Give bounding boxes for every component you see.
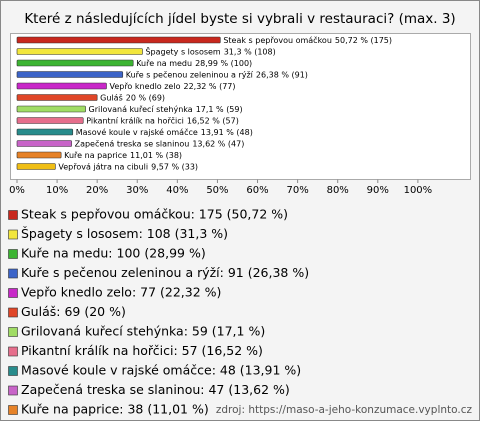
legend-label: Vepřo knedlo zelo: 77 (22,32 %) (21, 285, 221, 300)
x-tick-label: 10% (46, 185, 68, 196)
bar-category: Pikantní králík na hořčici (86, 115, 184, 125)
bar-value-label: 13,91 % (48) (201, 128, 253, 137)
bar-category: Steak s pepřovou omáčkou (223, 35, 332, 45)
legend-label: Kuře na paprice: 38 (11,01 %) (21, 402, 209, 417)
chart-title: Které z následujících jídel byste si vyb… (24, 11, 455, 27)
bar-label: Vepřová játra na cibuli 9,57 % (33) (58, 162, 198, 171)
bar-label: Pikantní králík na hořčici 16,52 % (57) (86, 115, 239, 125)
bar (16, 36, 221, 44)
x-tick-label: 90% (367, 185, 389, 196)
bar-label: Špagety s lososem 31,3 % (108) (145, 45, 275, 56)
bar-category: Špagety s lososem (145, 45, 220, 56)
bar-value-label: 26,38 % (91) (256, 70, 308, 79)
bar (16, 105, 86, 113)
bar-value-label: 17,1 % (59) (196, 105, 243, 114)
legend-label: Guláš: 69 (20 %) (21, 304, 126, 319)
bar-category: Kuře na paprice (64, 151, 127, 160)
bar-label: Kuře na paprice 11,01 % (38) (64, 151, 182, 160)
legend-swatch (8, 268, 18, 279)
bar-category: Grilovaná kuřecí stehýnka (89, 105, 193, 114)
bar-category: Masové koule v rajské omáčce (76, 127, 198, 137)
bar-value-label: 13,62 % (47) (192, 139, 244, 148)
legend-swatch (8, 346, 18, 357)
bar-label: Kuře s pečenou zeleninou a rýží 26,38 % (… (126, 69, 308, 79)
bar-category: Zapečená treska se slaninou (75, 138, 190, 148)
bar-label: Masové koule v rajské omáčce 13,91 % (48) (76, 127, 253, 137)
x-tick-label: 20% (86, 185, 108, 196)
x-tick-label: 0% (9, 185, 25, 196)
legend-swatch (8, 405, 18, 415)
legend-swatch (8, 288, 18, 298)
bar-category: Vepřová játra na cibuli (58, 162, 148, 171)
bar-value-label: 20 % (69) (126, 93, 165, 102)
bar (16, 48, 143, 55)
bar-label: Vepřo knedlo zelo 22,32 % (77) (109, 82, 235, 91)
bar-category: Kuře s pečenou zeleninou a rýží (126, 69, 254, 79)
bar-value-label: 16,52 % (57) (187, 116, 239, 125)
x-tick-label: 30% (126, 185, 148, 196)
legend-label: Špagety s lososem: 108 (31,3 %) (21, 226, 228, 241)
legend-label: Kuře s pečenou zeleninou a rýží: 91 (26,… (21, 265, 309, 280)
bar (16, 82, 107, 90)
bar-value-label: 31,3 % (108) (224, 47, 276, 56)
legend-label: Pikantní králík na hořčici: 57 (16,52 %) (21, 343, 263, 358)
legend-label: Masové koule v rajské omáčce: 48 (13,91 … (21, 363, 301, 378)
bar (16, 128, 74, 136)
bar-label: Guláš 20 % (69) (100, 92, 165, 102)
source: zdroj: https://maso-a-jeho-konzumace.vyp… (216, 404, 473, 416)
x-tick-label: 50% (206, 185, 228, 196)
bar-category: Guláš (100, 92, 123, 102)
x-tick-label: 70% (287, 185, 309, 196)
x-tick-label: 60% (246, 185, 268, 196)
bar-label: Grilovaná kuřecí stehýnka 17,1 % (59) (89, 105, 243, 114)
legend-swatch (8, 385, 18, 396)
legend-swatch (8, 327, 18, 337)
bar (16, 151, 62, 159)
bar-value-label: 9,57 % (33) (151, 162, 198, 171)
legend-swatch (8, 307, 18, 318)
x-tick-label: 40% (166, 185, 188, 196)
legend-label: Steak s pepřovou omáčkou: 175 (50,72 %) (21, 207, 288, 222)
bar-label: Kuře na medu 28,99 % (100) (136, 59, 252, 68)
bar (16, 59, 134, 67)
legend-label: Grilovaná kuřecí stehýnka: 59 (17,1 %) (21, 324, 265, 339)
x-tick-label: 100% (404, 185, 433, 196)
bar (16, 117, 84, 124)
legend-label: Kuře na medu: 100 (28,99 %) (21, 246, 206, 261)
bar-category: Vepřo knedlo zelo (109, 82, 180, 91)
bar-category: Kuře na medu (136, 59, 192, 68)
legend-label: Zapečená treska se slaninou: 47 (13,62 %… (21, 382, 290, 397)
bar (16, 163, 56, 170)
bar (16, 94, 98, 101)
legend-swatch (8, 366, 18, 376)
bar-label: Zapečená treska se slaninou 13,62 % (47) (75, 138, 245, 148)
bar-label: Steak s pepřovou omáčkou 50,72 % (175) (223, 35, 392, 45)
x-tick-label: 80% (327, 185, 349, 196)
legend-swatch (8, 229, 18, 240)
bar-value-label: 22,32 % (77) (183, 82, 235, 91)
bar-value-label: 11,01 % (38) (130, 151, 182, 160)
bar (16, 140, 72, 147)
bar (16, 71, 124, 78)
bar-value-label: 28,99 % (100) (195, 59, 252, 68)
plot-area (10, 33, 471, 180)
bar-value-label: 50,72 % (175) (335, 36, 392, 45)
legend-swatch (8, 249, 18, 259)
legend-swatch (8, 210, 18, 220)
